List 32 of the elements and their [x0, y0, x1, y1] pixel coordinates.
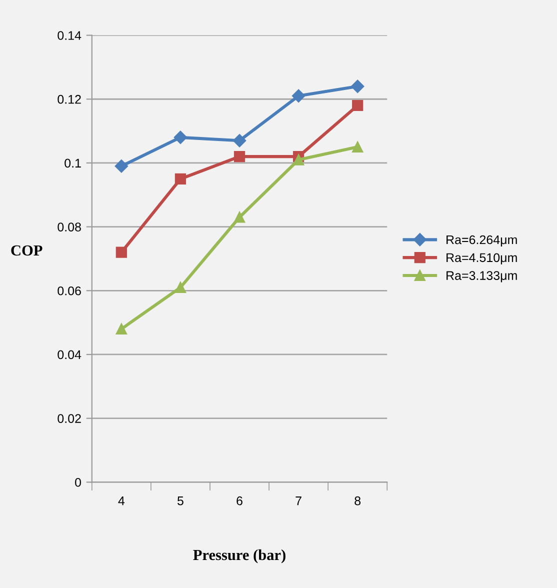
- point: [114, 160, 128, 173]
- point: [352, 100, 364, 112]
- point: [116, 246, 127, 258]
- legend-label: Ra=6.264μm: [446, 235, 517, 246]
- point: [292, 89, 306, 103]
- y-tick-label: 0.06: [58, 286, 81, 296]
- y-tick-label: 0.1: [64, 158, 81, 168]
- y-tick-label: 0.04: [58, 350, 82, 360]
- legend-label: Ra=4.510μm: [446, 253, 517, 264]
- point: [292, 154, 304, 166]
- x-tick-label: 5: [177, 496, 184, 506]
- point: [234, 151, 246, 162]
- x-tick-label: 7: [296, 496, 302, 506]
- point: [174, 173, 186, 184]
- point: [234, 212, 246, 223]
- y-tick-label: 0.08: [58, 222, 81, 232]
- x-tick-label: 8: [354, 496, 361, 506]
- point: [352, 141, 364, 153]
- y-tick-label: 0.12: [58, 94, 81, 104]
- point: [351, 80, 364, 93]
- point: [116, 323, 127, 334]
- y-tick-label: 0: [75, 478, 81, 487]
- point: [232, 134, 246, 148]
- x-tick-label: 4: [118, 496, 125, 506]
- point: [174, 130, 188, 144]
- x-axis-title: Pressure (bar): [193, 549, 286, 564]
- y-tick-label: 0.02: [58, 414, 81, 423]
- y-axis-title: COP: [11, 245, 42, 256]
- legend-label: Ra=3.133μm: [446, 271, 517, 282]
- x-tick-label: 6: [236, 496, 242, 506]
- y-tick-label: 0.14: [58, 31, 82, 40]
- point: [174, 282, 186, 294]
